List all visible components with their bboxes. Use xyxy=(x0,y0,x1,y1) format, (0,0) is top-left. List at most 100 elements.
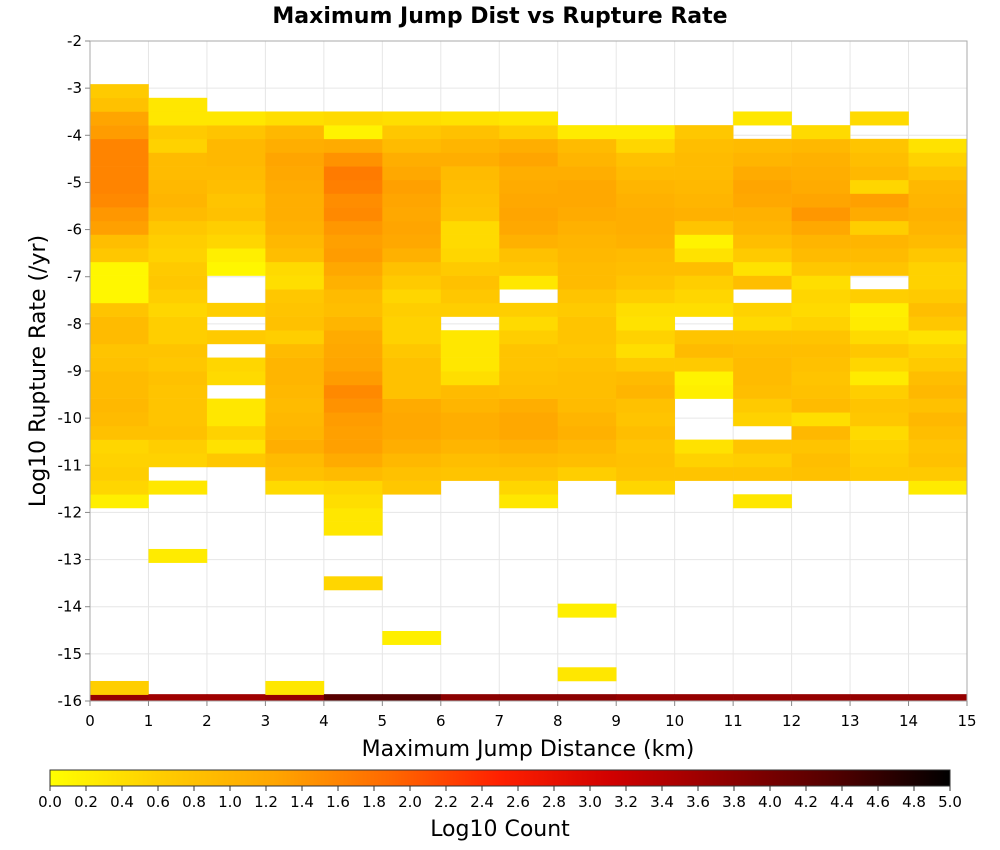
heatmap-cell xyxy=(616,357,675,372)
heatmap-cell xyxy=(791,384,851,399)
heatmap-cell xyxy=(499,166,559,181)
heatmap-cell xyxy=(90,494,149,509)
heatmap-cell xyxy=(206,330,266,345)
heatmap-cell xyxy=(90,694,149,702)
heatmap-cell xyxy=(148,694,208,702)
heatmap-cell xyxy=(616,439,675,454)
heatmap-cell xyxy=(499,234,559,249)
heatmap-cell xyxy=(791,220,851,235)
y-tick-label: -6 xyxy=(67,221,82,239)
heatmap-cell xyxy=(148,357,208,372)
heatmap-cell xyxy=(850,466,909,481)
heatmap-cell xyxy=(440,166,500,181)
colorbar-tick-label: 2.4 xyxy=(470,793,494,811)
heatmap-cell xyxy=(265,220,325,235)
heatmap-cell xyxy=(206,302,266,317)
colorbar-tick-label: 5.0 xyxy=(938,793,962,811)
colorbar-tick-label: 3.4 xyxy=(650,793,674,811)
heatmap-cell xyxy=(382,193,442,208)
heatmap-cell xyxy=(674,371,734,386)
heatmap-cell xyxy=(674,330,734,345)
heatmap-cell xyxy=(90,480,149,495)
heatmap-cell xyxy=(440,384,500,399)
heatmap-cell xyxy=(148,412,208,427)
heatmap-cell xyxy=(733,220,792,235)
heatmap-cell xyxy=(206,694,266,702)
heatmap-cell xyxy=(323,412,383,427)
colorbar-tick-label: 0.2 xyxy=(74,793,98,811)
heatmap-cell xyxy=(733,439,792,454)
heatmap-cell xyxy=(791,466,851,481)
x-axis-ticks: 0 1 2 3 4 5 6 7 8 9 10 11 12 13 14 15 xyxy=(85,701,977,730)
heatmap-cell xyxy=(791,207,851,222)
x-tick-label: 2 xyxy=(202,712,212,730)
heatmap-cell xyxy=(265,289,325,304)
x-tick-label: 9 xyxy=(611,712,621,730)
heatmap-cell xyxy=(323,111,383,126)
heatmap-cell xyxy=(323,152,383,167)
heatmap-cell xyxy=(148,453,208,468)
heatmap-cell xyxy=(557,343,617,358)
colorbar-tick-label: 2.6 xyxy=(506,793,530,811)
heatmap-cell xyxy=(499,330,559,345)
heatmap-cell xyxy=(265,343,325,358)
x-tick-label: 15 xyxy=(957,712,976,730)
heatmap-cell xyxy=(557,412,617,427)
heatmap-cell xyxy=(733,316,792,331)
heatmap-cell xyxy=(323,261,383,276)
heatmap-cell xyxy=(557,152,617,167)
heatmap-cell xyxy=(733,261,792,276)
heatmap-cell xyxy=(323,207,383,222)
heatmap-cell xyxy=(908,275,968,290)
heatmap-cell xyxy=(382,425,442,440)
heatmap-cell xyxy=(440,330,500,345)
heatmap-cell xyxy=(616,152,675,167)
heatmap-cell xyxy=(206,425,266,440)
heatmap-cell xyxy=(557,371,617,386)
heatmap-cell xyxy=(791,398,851,413)
heatmap-cell xyxy=(148,330,208,345)
heatmap-cell xyxy=(499,207,559,222)
heatmap-cell xyxy=(206,357,266,372)
heatmap-cell xyxy=(499,220,559,235)
heatmap-cell xyxy=(850,302,909,317)
heatmap-cell xyxy=(499,179,559,194)
heatmap-cell xyxy=(557,125,617,140)
heatmap-cell xyxy=(499,384,559,399)
heatmap-cell xyxy=(323,193,383,208)
colorbar-tick-label: 1.8 xyxy=(362,793,386,811)
y-axis-label: Log10 Rupture Rate (/yr) xyxy=(26,235,51,507)
heatmap-cell xyxy=(674,220,734,235)
heatmap-cell xyxy=(499,371,559,386)
heatmap-cell xyxy=(733,193,792,208)
heatmap-cell xyxy=(382,302,442,317)
heatmap-cell xyxy=(90,97,149,112)
heatmap-cell xyxy=(499,152,559,167)
heatmap-cell xyxy=(206,166,266,181)
y-tick-label: -8 xyxy=(67,315,82,333)
y-tick-label: -13 xyxy=(58,551,83,569)
heatmap-cell xyxy=(382,371,442,386)
heatmap-cell xyxy=(908,412,968,427)
y-axis-ticks: -2 -3 -4 -5 -6 -7 -8 -9 -10 -11 -12 -13 -14 -15 -16 xyxy=(58,32,90,710)
heatmap-cell xyxy=(265,125,325,140)
heatmap-cell xyxy=(791,316,851,331)
colorbar-tick-label: 4.6 xyxy=(866,793,890,811)
heatmap-cell xyxy=(323,507,383,522)
x-tick-label: 0 xyxy=(85,712,95,730)
heatmap-cell xyxy=(382,384,442,399)
heatmap-cell xyxy=(148,138,208,153)
heatmap-cell xyxy=(382,289,442,304)
heatmap-cell xyxy=(908,316,968,331)
heatmap-cell xyxy=(206,248,266,263)
heatmap-cell xyxy=(616,248,675,263)
heatmap-cell xyxy=(791,166,851,181)
heatmap-cell xyxy=(557,289,617,304)
heatmap-cell xyxy=(206,138,266,153)
heatmap-cell xyxy=(908,166,968,181)
heatmap-cell xyxy=(850,371,909,386)
heatmap-cell xyxy=(616,179,675,194)
heatmap-cell xyxy=(557,207,617,222)
heatmap-cell xyxy=(733,275,792,290)
heatmap-cell xyxy=(850,316,909,331)
